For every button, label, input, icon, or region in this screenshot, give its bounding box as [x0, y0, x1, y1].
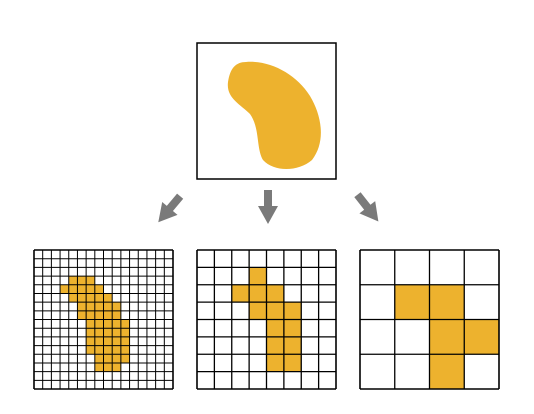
medium-grid-filled-cell	[249, 267, 267, 285]
fine-grid-filled-cell	[86, 328, 95, 337]
fine-grid-filled-cell	[112, 336, 121, 346]
fine-grid-filled-cell	[120, 354, 130, 363]
fine-grid-filled-cell	[103, 354, 113, 363]
arrows	[158, 190, 379, 224]
medium-grid-filled-cell	[266, 354, 284, 372]
arrow-right	[354, 192, 379, 222]
fine-grid	[33, 249, 174, 390]
medium-grid-filled-cell	[266, 284, 284, 303]
medium-grid-filled-cell	[266, 302, 284, 320]
fine-grid-filled-cell	[112, 302, 121, 311]
medium-grid	[196, 249, 337, 390]
medium-grid-filled-cell	[283, 319, 302, 337]
fine-grid-filled-cell	[103, 319, 113, 329]
fine-grid-filled-cell	[94, 328, 104, 337]
fine-grid-filled-cell	[86, 293, 95, 303]
fine-grid-filled-cell	[103, 336, 113, 346]
fine-grid-filled-cell	[60, 284, 69, 294]
fine-grid-filled-cell	[77, 302, 87, 311]
source-panel	[196, 42, 337, 180]
fine-grid-filled-cell	[77, 276, 87, 285]
fine-grid-filled-cell	[68, 276, 78, 285]
fine-grid-filled-cell	[77, 310, 87, 320]
fine-grid-filled-cell	[120, 328, 130, 337]
fine-grid-filled-cell	[103, 302, 113, 311]
fine-grid-filled-cell	[94, 302, 104, 311]
fine-grid-filled-cell	[112, 354, 121, 363]
fine-grid-filled-cell	[112, 328, 121, 337]
fine-grid-filled-cell	[112, 362, 121, 372]
medium-grid-filled-cell	[283, 336, 302, 355]
fine-grid-filled-cell	[77, 284, 87, 294]
medium-grid-filled-cell	[231, 284, 250, 303]
coarse-grid-filled-cell	[429, 319, 465, 355]
medium-grid-filled-cell	[249, 302, 267, 320]
coarse-grid	[359, 249, 500, 390]
fine-grid-filled-cell	[86, 319, 95, 329]
medium-grid-filled-cell	[283, 354, 302, 372]
fine-grid-filled-cell	[94, 284, 104, 294]
fine-grid-filled-cell	[120, 345, 130, 355]
fine-grid-filled-cell	[94, 293, 104, 303]
fine-grid-filled-cell	[86, 336, 95, 346]
fine-grid-filled-cell	[120, 336, 130, 346]
fine-grid-filled-cell	[68, 284, 78, 294]
fine-grid-filled-cell	[103, 328, 113, 337]
arrow-left	[158, 193, 184, 223]
medium-grid-filled-cell	[266, 319, 284, 337]
fine-grid-filled-cell	[103, 345, 113, 355]
coarse-grid-filled-cell	[394, 284, 430, 320]
fine-grid-filled-cell	[86, 345, 95, 355]
fine-grid-filled-cell	[120, 319, 130, 329]
fine-grid-filled-cell	[77, 293, 87, 303]
fine-grid-filled-cell	[86, 284, 95, 294]
fine-grid-filled-cell	[68, 293, 78, 303]
coarse-grid-filled-cell	[429, 284, 465, 320]
fine-grid-filled-cell	[94, 354, 104, 363]
medium-grid-filled-cell	[283, 302, 302, 320]
fine-grid-filled-cell	[94, 310, 104, 320]
fine-grid-filled-cell	[94, 336, 104, 346]
fine-grid-filled-cell	[112, 310, 121, 320]
fine-grid-filled-cell	[94, 362, 104, 372]
medium-grid-filled-cell	[249, 284, 267, 303]
arrow-middle	[258, 190, 278, 224]
fine-grid-filled-cell	[112, 345, 121, 355]
coarse-grid-filled-cell	[429, 354, 465, 389]
fine-grid-filled-cell	[94, 345, 104, 355]
continuous-shape	[227, 61, 321, 169]
fine-grid-filled-cell	[86, 276, 95, 285]
medium-grid-filled-cell	[266, 336, 284, 355]
fine-grid-filled-cell	[86, 310, 95, 320]
fine-grid-filled-cell	[94, 319, 104, 329]
coarse-grid-filled-cell	[464, 319, 499, 355]
fine-grid-filled-cell	[103, 362, 113, 372]
fine-grid-filled-cell	[103, 293, 113, 303]
fine-grid-filled-cell	[86, 302, 95, 311]
fine-grid-filled-cell	[103, 310, 113, 320]
fine-grid-filled-cell	[112, 319, 121, 329]
